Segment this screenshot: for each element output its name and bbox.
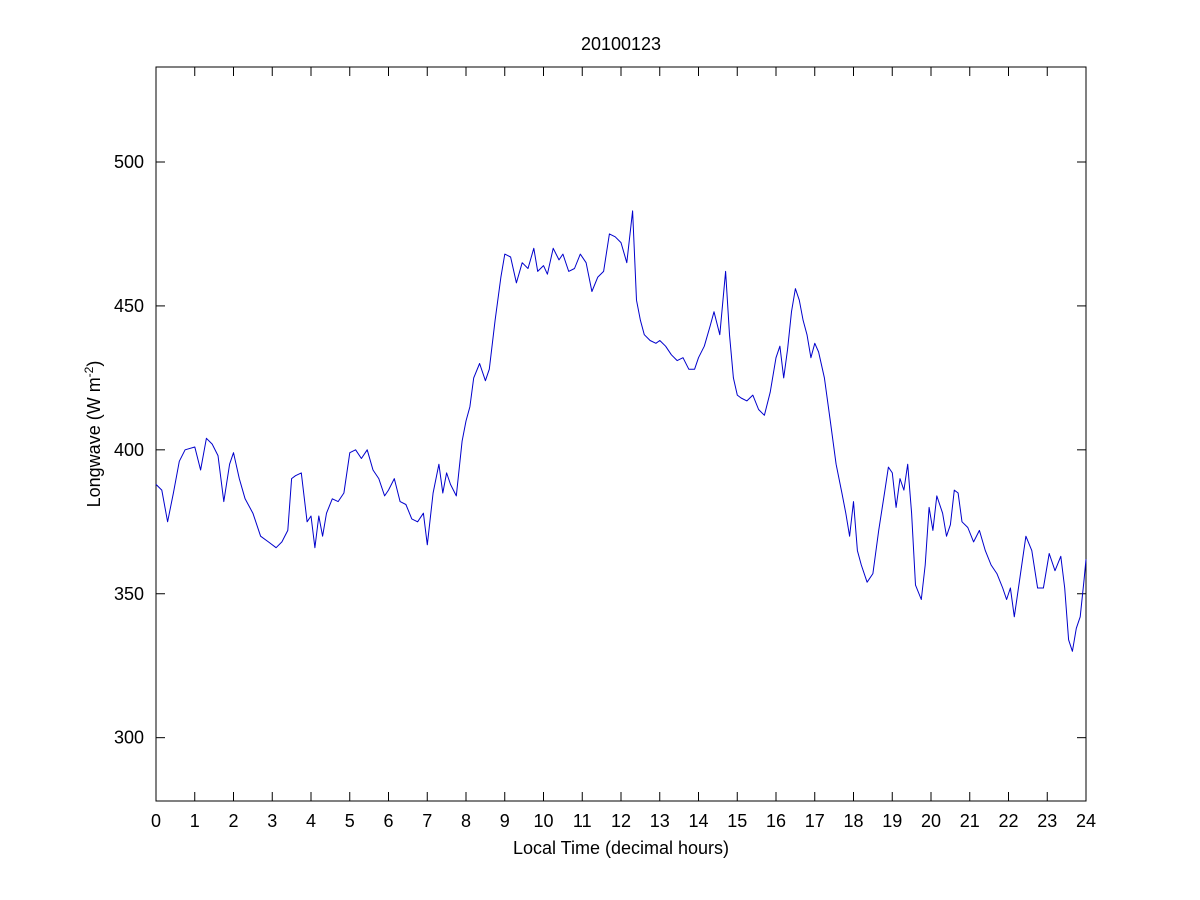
y-tick-label: 500	[114, 152, 144, 172]
x-axis-label: Local Time (decimal hours)	[513, 838, 729, 858]
x-tick-label: 9	[500, 811, 510, 831]
x-tick-label: 17	[805, 811, 825, 831]
x-tick-labels: 0 1 2 3 4 5 6 7 8 9 10 11 12 13 14 15 16 17 18 19 20 21 22 23 24	[151, 811, 1096, 831]
x-tick-label: 20	[921, 811, 941, 831]
x-tick-label: 2	[228, 811, 238, 831]
x-tick-label: 0	[151, 811, 161, 831]
y-tick-label: 350	[114, 584, 144, 604]
x-tick-label: 21	[960, 811, 980, 831]
x-tick-label: 12	[611, 811, 631, 831]
x-tick-label: 13	[650, 811, 670, 831]
y-tick-label: 300	[114, 728, 144, 748]
x-tick-label: 8	[461, 811, 471, 831]
x-tick-label: 1	[190, 811, 200, 831]
plot-area	[155, 66, 1087, 802]
x-tick-label: 15	[727, 811, 747, 831]
x-tick-label: 24	[1076, 811, 1096, 831]
series-group	[155, 210, 1087, 652]
y-tick-label: 450	[114, 296, 144, 316]
x-tick-label: 18	[843, 811, 863, 831]
x-tick-label: 10	[533, 811, 553, 831]
y-tick-labels: 300 350 400 450 500	[114, 152, 144, 748]
axis-ticks	[155, 67, 1087, 801]
y-axis-label-superscript: -2	[82, 366, 96, 377]
x-tick-label: 23	[1037, 811, 1057, 831]
x-tick-label: 7	[422, 811, 432, 831]
x-tick-label: 16	[766, 811, 786, 831]
x-tick-label: 19	[882, 811, 902, 831]
x-tick-label: 5	[345, 811, 355, 831]
chart-title: 20100123	[581, 34, 661, 54]
x-tick-label: 22	[998, 811, 1018, 831]
x-tick-label: 4	[306, 811, 316, 831]
y-axis-label: Longwave (W m-2)	[82, 361, 104, 508]
x-tick-label: 6	[383, 811, 393, 831]
x-tick-label: 11	[573, 811, 592, 831]
y-axis-label-main: Longwave (W m	[84, 377, 104, 507]
series-line	[155, 210, 1087, 652]
x-tick-label: 3	[267, 811, 277, 831]
y-axis-label-close: )	[84, 361, 104, 367]
x-tick-label: 14	[688, 811, 708, 831]
y-tick-label: 400	[114, 440, 144, 460]
